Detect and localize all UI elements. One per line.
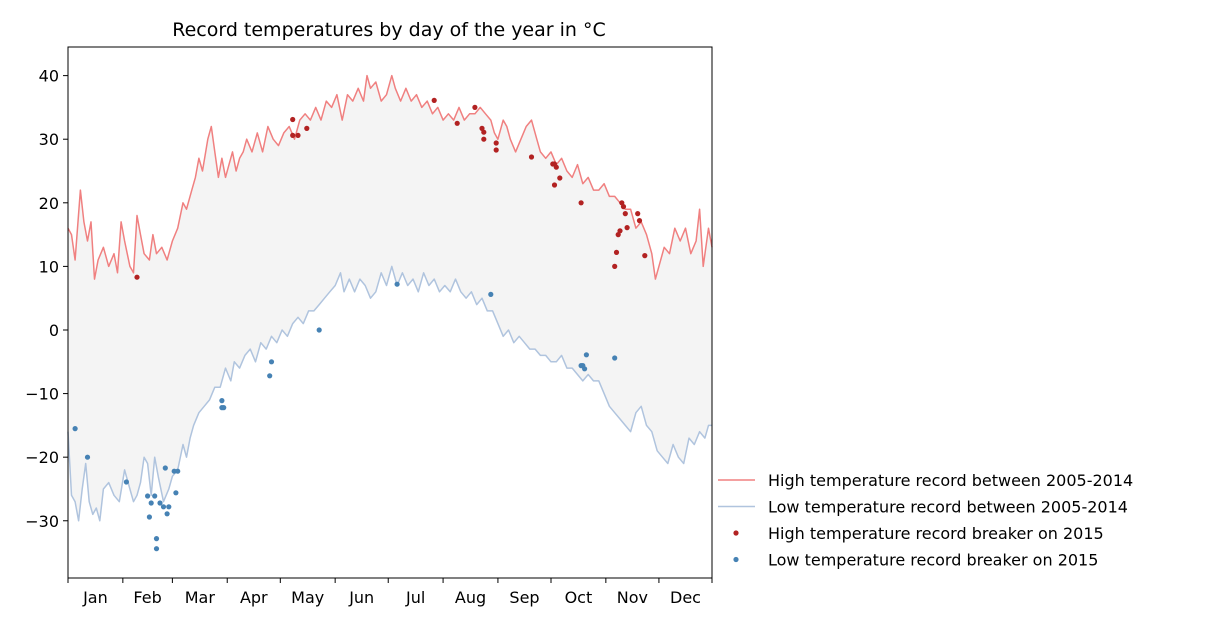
high-record-breaker-point <box>636 218 643 224</box>
legend-marker-swatch <box>733 530 739 536</box>
x-tick-label: Oct <box>565 588 593 607</box>
low-record-breaker-point <box>268 359 275 365</box>
high-record-breaker-point <box>553 164 559 170</box>
high-record-line <box>67 74 713 280</box>
high-record-breaker-point <box>578 200 584 206</box>
axes-frame <box>67 46 713 579</box>
low-record-breaker-point <box>221 405 227 411</box>
y-tick-label: 30 <box>39 130 59 149</box>
y-tick-label: −20 <box>25 448 59 467</box>
chart-title: Record temperatures by day of the year i… <box>172 19 606 41</box>
record-range-band <box>68 75 712 521</box>
low-record-breaker-point <box>153 546 160 552</box>
low-record-breaker-point <box>145 493 151 499</box>
low-record-breaker-point <box>160 504 167 510</box>
high-record-breaker-point <box>481 136 487 142</box>
low-record-line <box>67 265 712 522</box>
high-record-breaker-point <box>304 125 310 131</box>
high-record-breaker-point <box>481 129 487 135</box>
low-record-breaker-point <box>219 398 225 404</box>
high-record-breaker-point <box>613 249 620 255</box>
high-record-breaker-point <box>431 97 437 103</box>
high-record-breaker-point <box>493 147 499 153</box>
low-record-breaker-point <box>152 493 158 499</box>
low-record-breaker-point <box>72 426 78 432</box>
high-record-breaker-point <box>635 211 641 217</box>
high-record-breaker-point <box>528 154 535 160</box>
low-record-breaker-point <box>173 490 179 496</box>
low-record-breaker-point <box>488 291 494 297</box>
high-record-breaker-point <box>295 132 301 138</box>
y-tick-label: 20 <box>39 194 59 213</box>
high-record-breaker-point <box>612 263 618 269</box>
high-record-breaker-point <box>551 182 558 188</box>
x-tick-label: Feb <box>133 588 161 607</box>
legend-marker-swatch <box>733 556 739 563</box>
legend: High temperature record between 2005-201… <box>718 471 1133 570</box>
high-record-breaker-point <box>472 104 478 110</box>
y-tick-label: −30 <box>25 512 59 531</box>
high-record-breaker-point <box>622 211 628 217</box>
high-record-breaker-point <box>290 116 296 123</box>
low-record-breaker-point <box>612 355 618 361</box>
low-record-breaker-point <box>583 352 590 358</box>
axes: −30 −20 −10 0 10 20 30 40 Jan Feb Mar Apr May Jun Jul A… <box>25 46 713 607</box>
low-record-breaker-point <box>166 504 172 510</box>
x-tick-label: Dec <box>670 588 701 607</box>
x-tick-label: Nov <box>617 588 648 607</box>
low-record-breaker-point <box>316 327 322 333</box>
high-record-breaker-point <box>557 175 563 181</box>
x-tick-label: Mar <box>185 588 216 607</box>
legend-label: Low temperature record breaker on 2015 <box>768 551 1098 570</box>
high-record-breaker-point <box>493 140 499 146</box>
x-tick-label: Sep <box>509 588 539 607</box>
legend-label: Low temperature record between 2005-2014 <box>768 498 1128 517</box>
y-tick-label: 40 <box>39 67 59 86</box>
x-tick-label: Apr <box>240 588 268 607</box>
plot-area <box>67 74 713 552</box>
high-record-breaker-point <box>454 120 460 126</box>
low-record-breaker-point <box>164 511 170 517</box>
high-record-breaker-point <box>624 225 630 231</box>
high-record-breaker-point <box>134 274 140 280</box>
y-tick-label: −10 <box>25 385 59 404</box>
high-record-breaker-point <box>617 228 623 234</box>
x-tick-label: May <box>291 588 324 607</box>
y-tick-label: 10 <box>39 257 59 276</box>
low-record-breaker-point <box>582 366 588 372</box>
x-tick-label: Jun <box>348 588 374 607</box>
low-record-breaker-point <box>148 500 154 506</box>
legend-label: High temperature record breaker on 2015 <box>768 524 1104 543</box>
high-record-breaker-point <box>290 132 296 138</box>
low-record-breaker-point <box>394 281 400 287</box>
low-record-breaker-point <box>162 465 168 471</box>
low-record-breaker-point <box>146 514 152 520</box>
low-record-breaker-point <box>267 373 273 379</box>
low-record-breaker-point <box>157 500 163 506</box>
low-record-breaker-point <box>123 479 129 485</box>
low-record-breaker-point <box>153 536 160 542</box>
x-tick-label: Jan <box>82 588 108 607</box>
low-record-breaker-point <box>84 454 91 460</box>
y-tick-label: 0 <box>49 321 59 340</box>
legend-label: High temperature record between 2005-201… <box>768 471 1133 490</box>
low-record-breaker-point <box>175 468 181 474</box>
high-record-breaker-point <box>620 204 627 210</box>
high-record-breaker-point <box>642 253 648 259</box>
x-tick-label: Aug <box>455 588 486 607</box>
x-tick-label: Jul <box>405 588 425 607</box>
